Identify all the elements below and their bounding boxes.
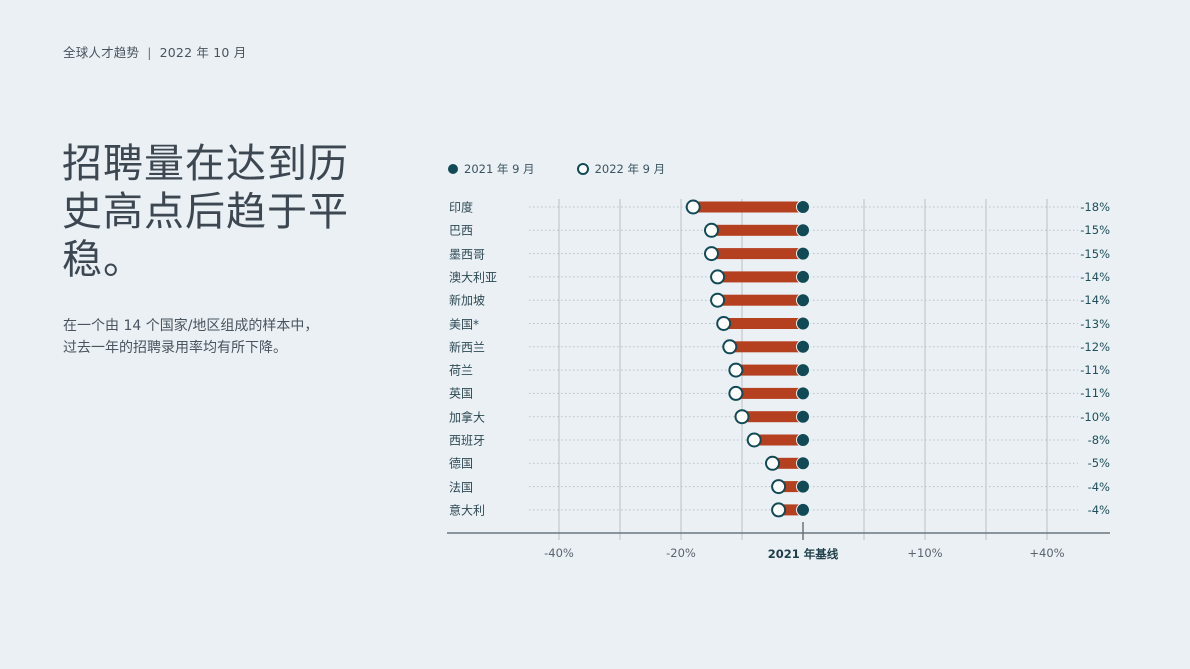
hollow-circle-icon xyxy=(734,409,750,425)
x-tick-label: +10% xyxy=(907,546,943,560)
change-bar xyxy=(772,457,803,469)
value-label: -14% xyxy=(1080,269,1110,284)
value-label: -10% xyxy=(1080,409,1110,424)
filled-circle-icon xyxy=(796,386,810,401)
value-label: -18% xyxy=(1080,200,1110,214)
section-title: 全球人才趋势 xyxy=(63,45,140,60)
change-bar xyxy=(693,201,803,213)
category-label: 墨西哥 xyxy=(449,247,486,262)
change-bar xyxy=(723,318,803,329)
value-label: -15% xyxy=(1080,223,1110,238)
change-bar xyxy=(717,294,803,306)
category-label: 美国* xyxy=(449,317,480,331)
filled-circle-icon xyxy=(796,479,810,494)
legend-item-2022: 2022 年 9 月 xyxy=(576,161,666,177)
filled-circle-icon xyxy=(796,246,810,261)
category-label: 英国 xyxy=(449,386,474,401)
change-bar xyxy=(735,364,803,376)
value-label: -13% xyxy=(1080,316,1110,331)
category-label: 巴西 xyxy=(449,223,474,238)
change-bar xyxy=(711,248,803,260)
category-label: 新西兰 xyxy=(449,340,486,355)
page-title: 招聘量在达到历史高点后趋于平稳。 xyxy=(62,141,349,283)
value-label: -4% xyxy=(1087,479,1110,494)
filled-circle-icon xyxy=(796,502,810,517)
header-separator: | xyxy=(147,45,152,60)
change-bar xyxy=(717,271,803,283)
category-label: 加拿大 xyxy=(449,410,486,425)
legend-item-2021: 2021 年 9 月 xyxy=(448,161,535,177)
hollow-circle-icon xyxy=(704,246,719,262)
hollow-circle-icon xyxy=(765,455,780,471)
baseline-label: 2021 年基线 xyxy=(767,547,839,561)
value-label: -5% xyxy=(1087,456,1110,471)
subtitle-line-1: 在一个由 14 个国家/地区组成的样本中， xyxy=(63,318,319,334)
filled-circle-icon xyxy=(796,456,810,471)
hollow-circle-icon xyxy=(771,479,787,495)
category-label: 新加坡 xyxy=(449,293,486,308)
category-label: 西班牙 xyxy=(449,433,486,448)
filled-circle-icon xyxy=(796,223,810,238)
filled-circle-icon xyxy=(796,433,810,447)
hollow-circle-icon xyxy=(746,432,762,448)
subtitle-line-2: 过去一年的招聘录用率均有所下降。 xyxy=(63,340,287,356)
hollow-circle-icon xyxy=(728,362,744,378)
value-label: -15% xyxy=(1080,246,1110,261)
change-bar xyxy=(742,411,803,423)
subtitle: 在一个由 14 个国家/地区组成的样本中， 过去一年的招聘录用率均有所下降。 xyxy=(63,315,393,359)
filled-circle-icon xyxy=(796,200,810,214)
change-bar xyxy=(735,387,803,399)
filled-circle-icon xyxy=(796,316,810,331)
hollow-circle-icon xyxy=(716,316,732,331)
legend-label-2022: 2022 年 9 月 xyxy=(594,162,666,176)
value-label: -11% xyxy=(1080,386,1110,401)
value-label: -4% xyxy=(1087,502,1110,517)
x-tick-label: -40% xyxy=(544,546,574,560)
filled-circle-icon xyxy=(796,409,810,424)
category-label: 荷兰 xyxy=(449,363,474,378)
hollow-circle-icon xyxy=(576,163,589,175)
value-label: -11% xyxy=(1080,363,1110,378)
category-label: 德国 xyxy=(449,456,474,471)
hollow-circle-icon xyxy=(685,199,701,215)
change-bar xyxy=(711,224,803,236)
hollow-circle-icon xyxy=(710,292,726,308)
x-tick-label: -20% xyxy=(666,546,696,560)
category-label: 澳大利亚 xyxy=(449,270,498,285)
hollow-circle-icon xyxy=(722,339,738,355)
filled-circle-icon xyxy=(796,339,810,354)
change-bar xyxy=(729,341,803,353)
header-meta: 全球人才趋势 | 2022 年 10 月 xyxy=(63,42,246,61)
hollow-circle-icon xyxy=(710,269,726,285)
change-bar xyxy=(778,504,803,516)
filled-circle-icon xyxy=(796,269,810,284)
category-label: 法国 xyxy=(449,480,474,495)
value-label: -14% xyxy=(1080,293,1110,308)
hollow-circle-icon xyxy=(704,222,719,238)
change-bar xyxy=(754,434,803,446)
x-tick-label: +40% xyxy=(1029,546,1065,560)
report-date: 2022 年 10 月 xyxy=(159,45,247,60)
change-bar xyxy=(778,481,803,493)
hollow-circle-icon xyxy=(771,502,787,518)
category-label: 意大利 xyxy=(449,503,486,518)
filled-circle-icon xyxy=(796,363,810,378)
filled-circle-icon xyxy=(448,164,458,174)
value-label: -12% xyxy=(1080,339,1110,354)
category-label: 印度 xyxy=(449,200,474,215)
chart-legend: 2021 年 9 月 2022 年 9 月 xyxy=(448,161,707,177)
filled-circle-icon xyxy=(796,293,810,308)
value-label: -8% xyxy=(1087,433,1110,447)
hollow-circle-icon xyxy=(728,385,744,401)
legend-label-2021: 2021 年 9 月 xyxy=(464,162,535,176)
